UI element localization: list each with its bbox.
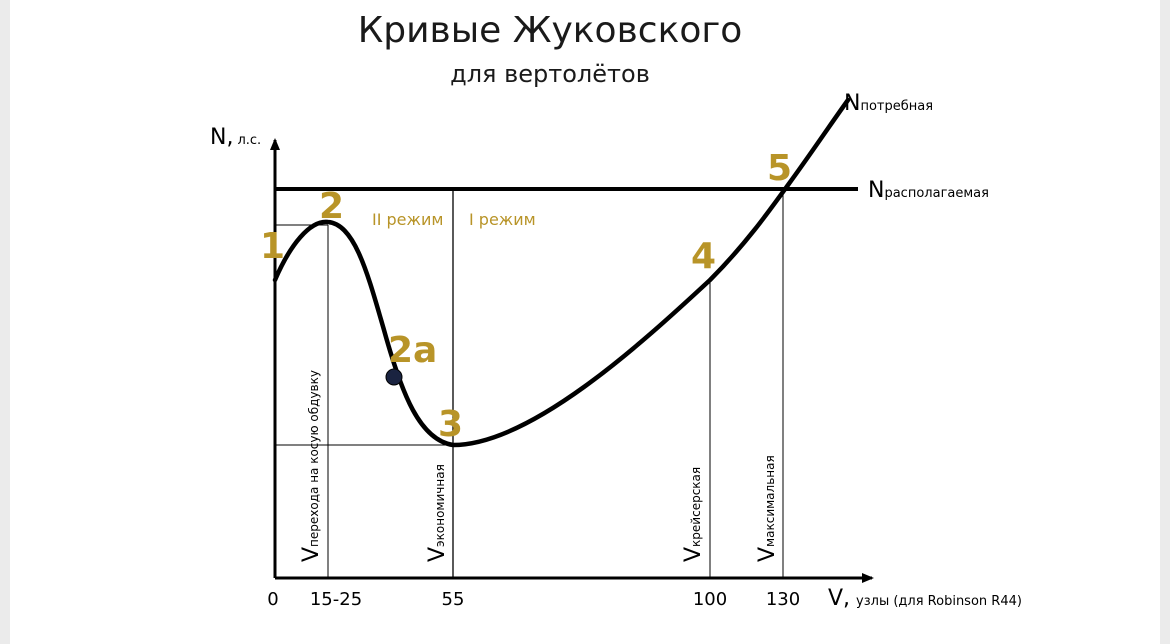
point-2a-label: 2a — [388, 330, 437, 371]
y-axis-symbol: N, — [210, 125, 233, 150]
y-axis-label: N, л.с. — [210, 125, 261, 150]
n-available-main: N — [868, 178, 884, 203]
speed-max-sub: максимальная — [763, 455, 777, 547]
tick-55: 55 — [442, 589, 465, 610]
speed-cruise-label: Vкрейсерская — [681, 467, 706, 562]
speed-cruise-main: V — [681, 547, 706, 562]
zhukovsky-diagram: 1 2 2a 3 4 5 II режим I режим Nпотребная… — [210, 91, 1022, 611]
point-2-label: 2 — [319, 186, 344, 227]
n-required-curve — [272, 97, 851, 448]
point-2a-marker — [385, 368, 403, 386]
n-required-main: N — [844, 91, 860, 116]
n-required-sub: потребная — [860, 99, 933, 114]
speed-max-label: Vмаксимальная — [755, 455, 780, 562]
point-1-label: 1 — [260, 226, 285, 267]
regime-2-label: II режим — [372, 210, 443, 229]
speed-transition-main: V — [299, 547, 324, 562]
n-required-label: Nпотребная — [844, 91, 933, 116]
speed-max-main: V — [755, 547, 780, 562]
tick-100: 100 — [693, 589, 727, 610]
speed-transition-sub: перехода на косую обдувку — [307, 370, 321, 547]
tick-15-25: 15-25 — [310, 589, 362, 610]
y-axis-unit: л.с. — [237, 133, 261, 148]
n-available-label: Nрасполагаемая — [868, 178, 989, 203]
speed-economic-main: V — [425, 547, 450, 562]
x-axis-symbol: V, — [828, 586, 850, 611]
point-5-label: 5 — [767, 148, 792, 189]
page: Кривые Жуковского для вертолётов 1 2 2a … — [10, 0, 1160, 644]
speed-economic-sub: экономичная — [433, 464, 447, 547]
diagram-subtitle: для вертолётов — [450, 60, 650, 88]
tick-130: 130 — [766, 589, 800, 610]
point-3-label: 3 — [438, 404, 463, 445]
speed-economic-label: Vэкономичная — [425, 464, 450, 562]
x-axis-label: V, узлы (для Robinson R44) — [828, 586, 1022, 611]
n-available-sub: располагаемая — [884, 186, 988, 201]
x-axis-unit: узлы (для Robinson R44) — [856, 594, 1022, 609]
speed-cruise-sub: крейсерская — [689, 467, 703, 547]
speed-transition-label: Vперехода на косую обдувку — [299, 370, 324, 562]
regime-1-label: I режим — [469, 210, 536, 229]
tick-0: 0 — [267, 589, 278, 610]
diagram-title: Кривые Жуковского — [357, 10, 743, 51]
point-4-label: 4 — [691, 236, 716, 277]
